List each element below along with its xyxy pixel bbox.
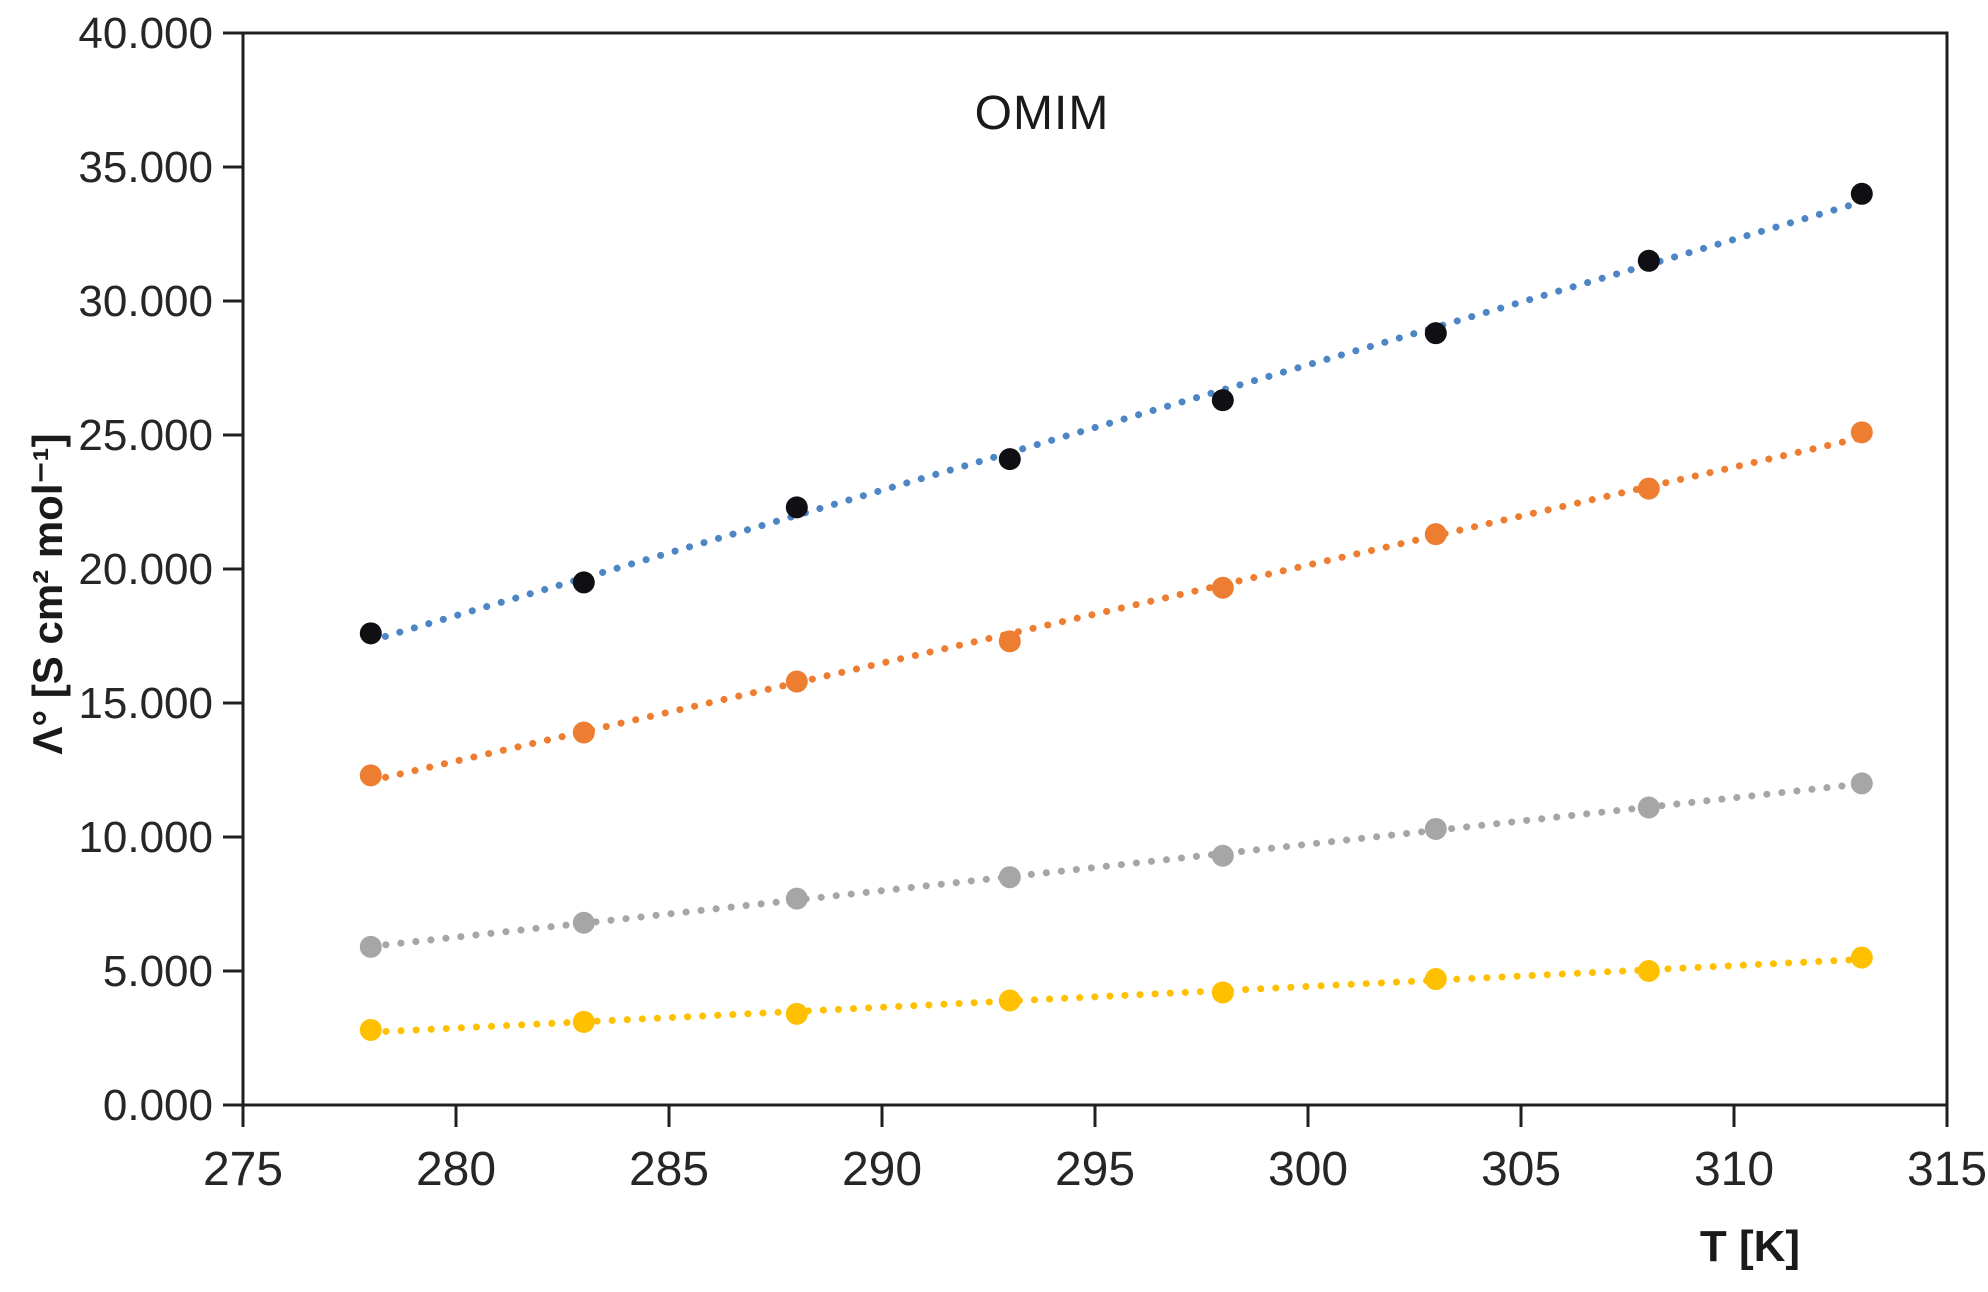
data-point-orange-series — [359, 764, 382, 787]
data-point-orange-series — [998, 630, 1021, 653]
y-tick-label: 15.000 — [78, 679, 213, 728]
x-tick-label: 285 — [629, 1143, 709, 1196]
data-point-black-series — [785, 496, 808, 519]
chart-title: OMIM — [974, 87, 1110, 140]
x-tick-label: 280 — [416, 1143, 496, 1196]
x-tick-label: 295 — [1055, 1143, 1135, 1196]
x-axis-title: T [K] — [1699, 1222, 1801, 1271]
data-point-gray-series — [1850, 772, 1873, 795]
data-point-orange-series — [1850, 421, 1873, 444]
y-tick-label: 40.000 — [78, 9, 213, 58]
x-tick-label: 310 — [1694, 1143, 1774, 1196]
y-tick-label: 30.000 — [78, 277, 213, 326]
x-tick-label: 315 — [1907, 1143, 1987, 1196]
x-tick-label: 305 — [1481, 1143, 1561, 1196]
data-point-gray-series — [359, 935, 382, 958]
data-point-black-series — [998, 448, 1021, 471]
data-point-orange-series — [572, 721, 595, 744]
y-tick-label: 10.000 — [78, 813, 213, 862]
data-point-orange-series — [785, 670, 808, 693]
data-point-gray-series — [785, 887, 808, 910]
y-tick-label: 0.000 — [103, 1081, 213, 1130]
x-tick-label: 275 — [203, 1143, 283, 1196]
trendline-gray-series — [367, 780, 1866, 950]
data-point-yellow-series — [1424, 968, 1447, 991]
data-point-black-series — [1850, 182, 1873, 205]
data-point-yellow-series — [359, 1018, 382, 1041]
trendline-orange-series — [367, 434, 1866, 785]
data-point-yellow-series — [1850, 946, 1873, 969]
data-point-orange-series — [1211, 576, 1234, 599]
data-point-orange-series — [1637, 477, 1660, 500]
y-tick-label: 25.000 — [78, 411, 213, 460]
data-point-gray-series — [1211, 844, 1234, 867]
data-point-gray-series — [1637, 796, 1660, 819]
data-point-yellow-series — [998, 989, 1021, 1012]
data-point-yellow-series — [785, 1002, 808, 1025]
data-point-gray-series — [572, 911, 595, 934]
y-axis-title: Λ° [S cm² mol⁻¹] — [24, 433, 71, 755]
data-point-black-series — [359, 622, 382, 645]
y-tick-label: 5.000 — [103, 947, 213, 996]
x-tick-label: 300 — [1268, 1143, 1348, 1196]
data-point-black-series — [572, 571, 595, 594]
y-tick-label: 20.000 — [78, 545, 213, 594]
plot-border — [241, 31, 1949, 1107]
data-point-orange-series — [1424, 523, 1447, 546]
data-point-yellow-series — [1637, 960, 1660, 982]
data-point-black-series — [1211, 389, 1234, 412]
data-point-black-series — [1637, 249, 1660, 272]
x-tick-label: 290 — [842, 1143, 922, 1196]
data-point-yellow-series — [572, 1010, 595, 1033]
data-point-yellow-series — [1211, 981, 1234, 1004]
data-point-gray-series — [998, 866, 1021, 889]
data-point-black-series — [1424, 322, 1447, 345]
y-tick-label: 35.000 — [78, 143, 213, 192]
data-point-gray-series — [1424, 817, 1447, 840]
trendline-black-series — [367, 198, 1866, 645]
